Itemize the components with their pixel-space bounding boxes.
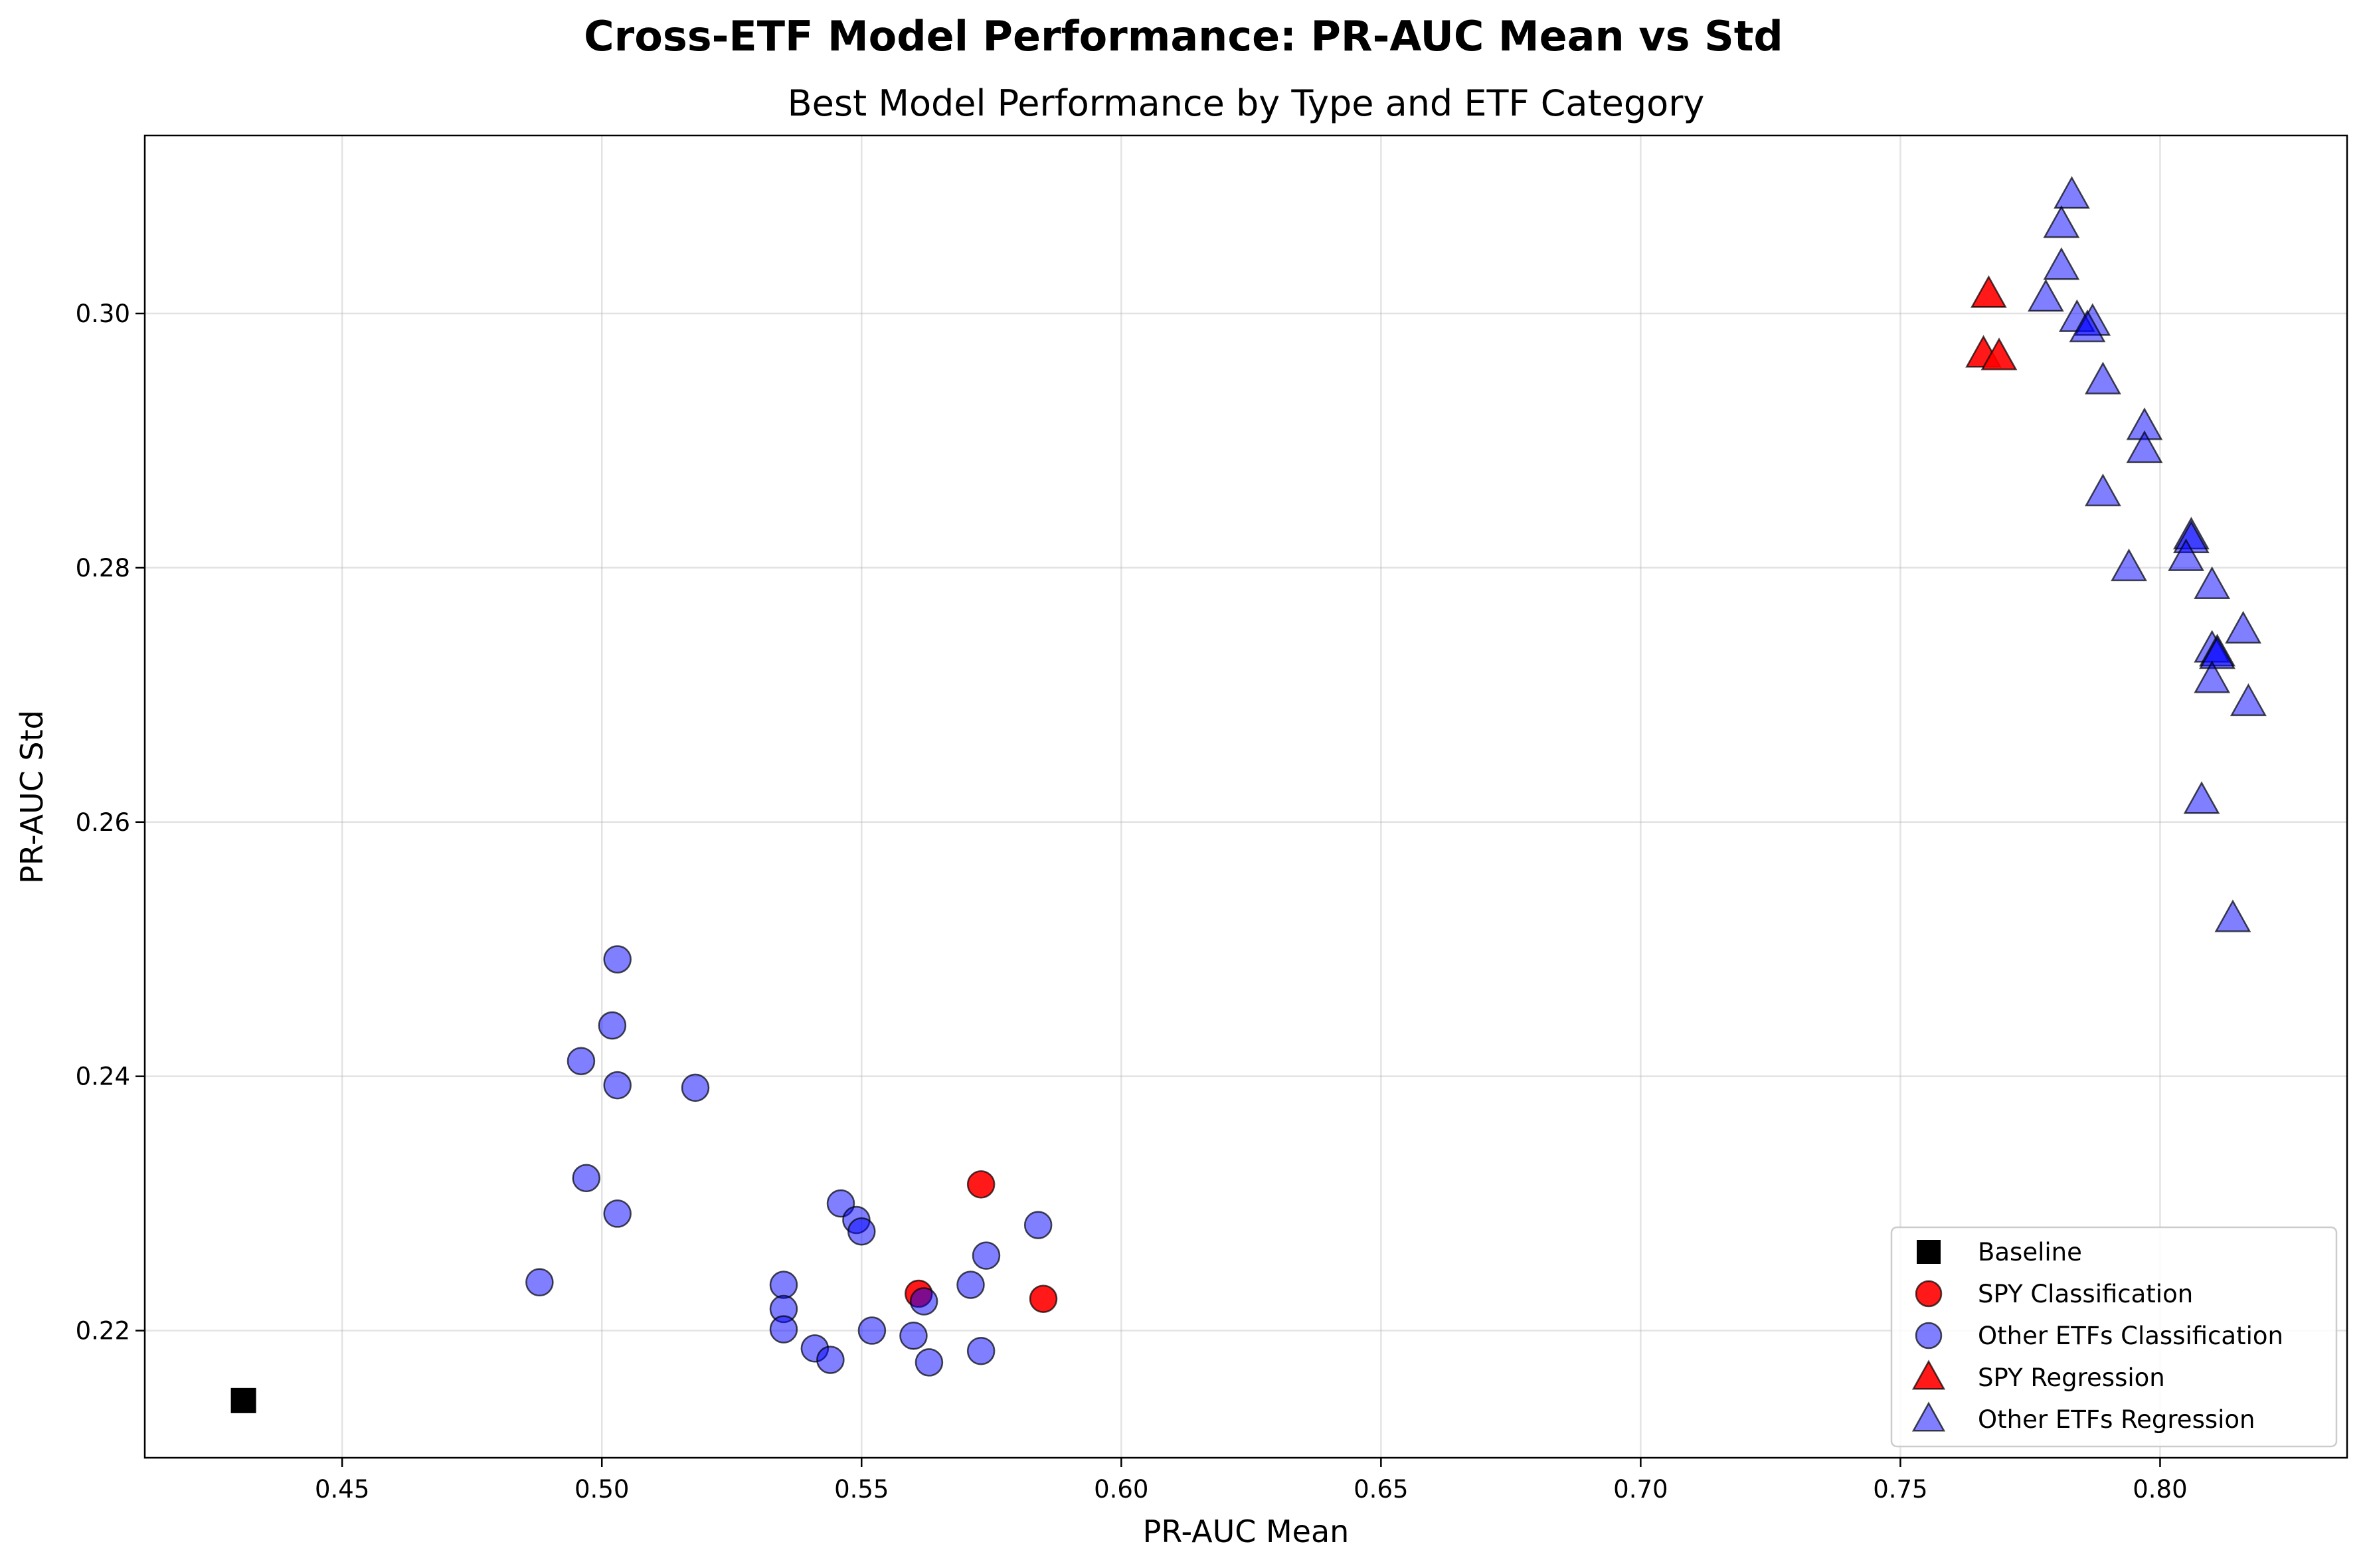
spy-regression-point (1970, 275, 2007, 308)
other-etfs-regression-point (2168, 538, 2204, 571)
other-etfs-regression-point (2054, 176, 2090, 209)
other-etfs-regression-point (2027, 279, 2064, 312)
other-etfs-classification-point (525, 1268, 554, 1297)
legend-marker-other-etfs-classification (1915, 1322, 1943, 1350)
y-tick-label: 0.26 (76, 808, 130, 837)
chart-suptitle: Cross-ETF Model Performance: PR-AUC Mean… (584, 12, 1783, 60)
other-etfs-classification-point (847, 1217, 876, 1246)
spy-classification-point (966, 1170, 996, 1199)
other-etfs-classification-point (909, 1287, 938, 1316)
other-etfs-classification-point (899, 1321, 928, 1350)
y-axis-label: PR-AUC Std (14, 710, 50, 884)
legend-box (1890, 1226, 2338, 1448)
x-axis-label: PR-AUC Mean (1143, 1514, 1350, 1549)
other-etfs-regression-point (2199, 636, 2236, 669)
legend-marker-other-etfs-regression (1911, 1401, 1946, 1432)
other-etfs-classification-point (857, 1316, 887, 1345)
x-tick-label: 0.80 (2133, 1475, 2187, 1504)
other-etfs-classification-point (972, 1241, 1001, 1270)
other-etfs-classification-point (769, 1270, 798, 1299)
other-etfs-classification-point (567, 1047, 596, 1075)
y-tick-label: 0.24 (76, 1063, 130, 1091)
data-points (230, 176, 2267, 1413)
legend-label-other-etfs-regression: Other ETFs Regression (1978, 1405, 2255, 1434)
other-etfs-regression-point (2230, 683, 2267, 717)
other-etfs-classification-point (572, 1164, 601, 1193)
legend-label-spy-regression: SPY Regression (1978, 1363, 2165, 1392)
other-etfs-classification-point (598, 1011, 627, 1040)
other-etfs-classification-point (769, 1315, 798, 1344)
other-etfs-classification-point (603, 1071, 632, 1100)
y-tick-label: 0.30 (76, 300, 130, 328)
other-etfs-regression-point (2043, 247, 2080, 280)
other-etfs-regression-point (2084, 473, 2121, 507)
other-etfs-classification-point (966, 1336, 996, 1365)
y-tick-label: 0.22 (76, 1317, 130, 1346)
other-etfs-classification-point (956, 1270, 985, 1299)
legend-marker-spy-regression (1911, 1359, 1946, 1390)
x-tick-label: 0.55 (834, 1475, 889, 1504)
other-etfs-regression-point (2194, 566, 2231, 599)
other-etfs-classification-point (915, 1348, 944, 1377)
spy-regression-point (1980, 337, 2018, 371)
other-etfs-regression-point (2084, 361, 2121, 394)
y-tick-label: 0.28 (76, 554, 130, 582)
x-tick-label: 0.45 (315, 1475, 369, 1504)
chart-title: Best Model Performance by Type and ETF C… (788, 82, 1705, 124)
other-etfs-regression-point (2126, 430, 2163, 464)
other-etfs-classification-point (816, 1346, 845, 1374)
x-tick-label: 0.65 (1354, 1475, 1408, 1504)
x-tick-label: 0.75 (1873, 1475, 1927, 1504)
baseline-point (230, 1387, 256, 1413)
other-etfs-classification-point (603, 1199, 632, 1228)
other-etfs-regression-point (2214, 899, 2251, 932)
other-etfs-regression-point (2111, 548, 2147, 582)
legend-label-spy-classification: SPY Classification (1978, 1280, 2193, 1308)
legend: Baseline SPY Classification Other ETFs Cla… (1890, 1226, 2338, 1448)
x-tick-label: 0.50 (574, 1475, 629, 1504)
axis-ticks: 0.45 0.50 0.55 0.60 0.65 0.70 0.75 0.80 0.22 0.24… (76, 300, 2188, 1504)
x-tick-label: 0.70 (1613, 1475, 1668, 1504)
other-etfs-classification-point (603, 945, 632, 974)
grid-lines (145, 135, 2347, 1458)
legend-label-baseline: Baseline (1978, 1238, 2082, 1266)
other-etfs-regression-point (2194, 660, 2231, 693)
other-etfs-regression-point (2069, 309, 2106, 343)
plot-area-frame (143, 134, 2348, 1459)
other-etfs-classification-point (681, 1073, 710, 1102)
legend-label-other-etfs-classification: Other ETFs Classification (1978, 1322, 2283, 1350)
other-etfs-regression-point (2225, 610, 2262, 644)
legend-marker-spy-classification (1915, 1280, 1943, 1308)
x-tick-label: 0.60 (1094, 1475, 1148, 1504)
legend-marker-baseline (1917, 1240, 1941, 1264)
spy-classification-point (1029, 1284, 1058, 1313)
other-etfs-regression-point (2183, 781, 2220, 814)
other-etfs-regression-point (2043, 205, 2080, 238)
other-etfs-classification-point (1023, 1211, 1053, 1239)
